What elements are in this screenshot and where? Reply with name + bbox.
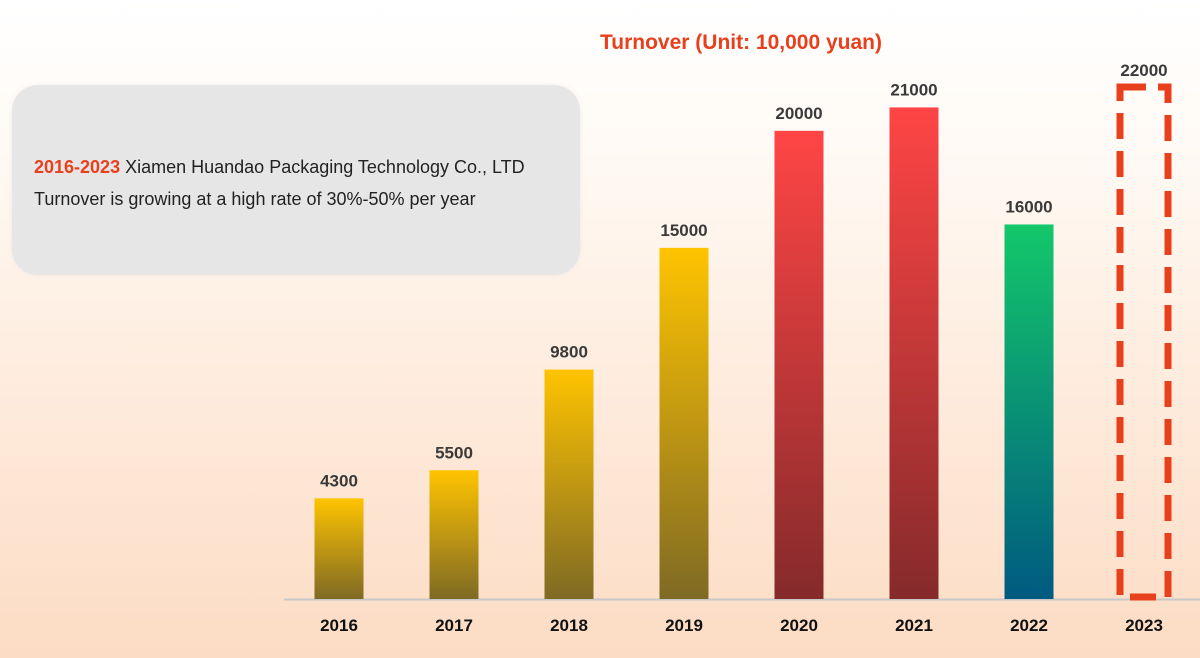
value-label-2020: 20000 xyxy=(775,104,822,123)
value-label-2023: 22000 xyxy=(1120,61,1167,80)
bar-2021 xyxy=(889,107,939,599)
category-label-2021: 2021 xyxy=(895,616,933,635)
bar-2019 xyxy=(659,247,709,599)
value-label-2017: 5500 xyxy=(435,443,473,462)
bar-2020 xyxy=(774,130,824,599)
info-line-company: 2016-2023 Xiamen Huandao Packaging Techn… xyxy=(34,157,525,178)
bar-2018 xyxy=(544,369,594,599)
category-label-2023: 2023 xyxy=(1125,616,1163,635)
value-label-2021: 21000 xyxy=(890,80,937,99)
bar-2022 xyxy=(1004,224,1054,600)
info-line-growth: Turnover is growing at a high rate of 30… xyxy=(34,189,476,209)
category-label-2019: 2019 xyxy=(665,616,703,635)
category-label-2020: 2020 xyxy=(780,616,818,635)
value-label-2016: 4300 xyxy=(320,471,358,490)
bar-2016 xyxy=(314,498,364,599)
bars-group: 4300 2016 5500 2017 9800 2018 15000 2019 20000 20… xyxy=(314,61,1172,635)
category-label-2018: 2018 xyxy=(550,616,588,635)
bar-2017 xyxy=(429,470,479,599)
value-label-2022: 16000 xyxy=(1005,197,1052,216)
info-box: 2016-2023 Xiamen Huandao Packaging Techn… xyxy=(12,85,580,275)
chart-title: Turnover (Unit: 10,000 yuan) xyxy=(600,31,883,54)
info-company-text: Xiamen Huandao Packaging Technology Co.,… xyxy=(120,157,525,177)
bar-2023 xyxy=(1116,83,1172,601)
category-label-2016: 2016 xyxy=(320,616,358,635)
info-year-range: 2016-2023 xyxy=(34,157,121,177)
value-label-2018: 9800 xyxy=(550,343,588,362)
value-label-2019: 15000 xyxy=(660,221,707,240)
category-label-2022: 2022 xyxy=(1010,616,1048,635)
category-label-2017: 2017 xyxy=(435,616,473,635)
